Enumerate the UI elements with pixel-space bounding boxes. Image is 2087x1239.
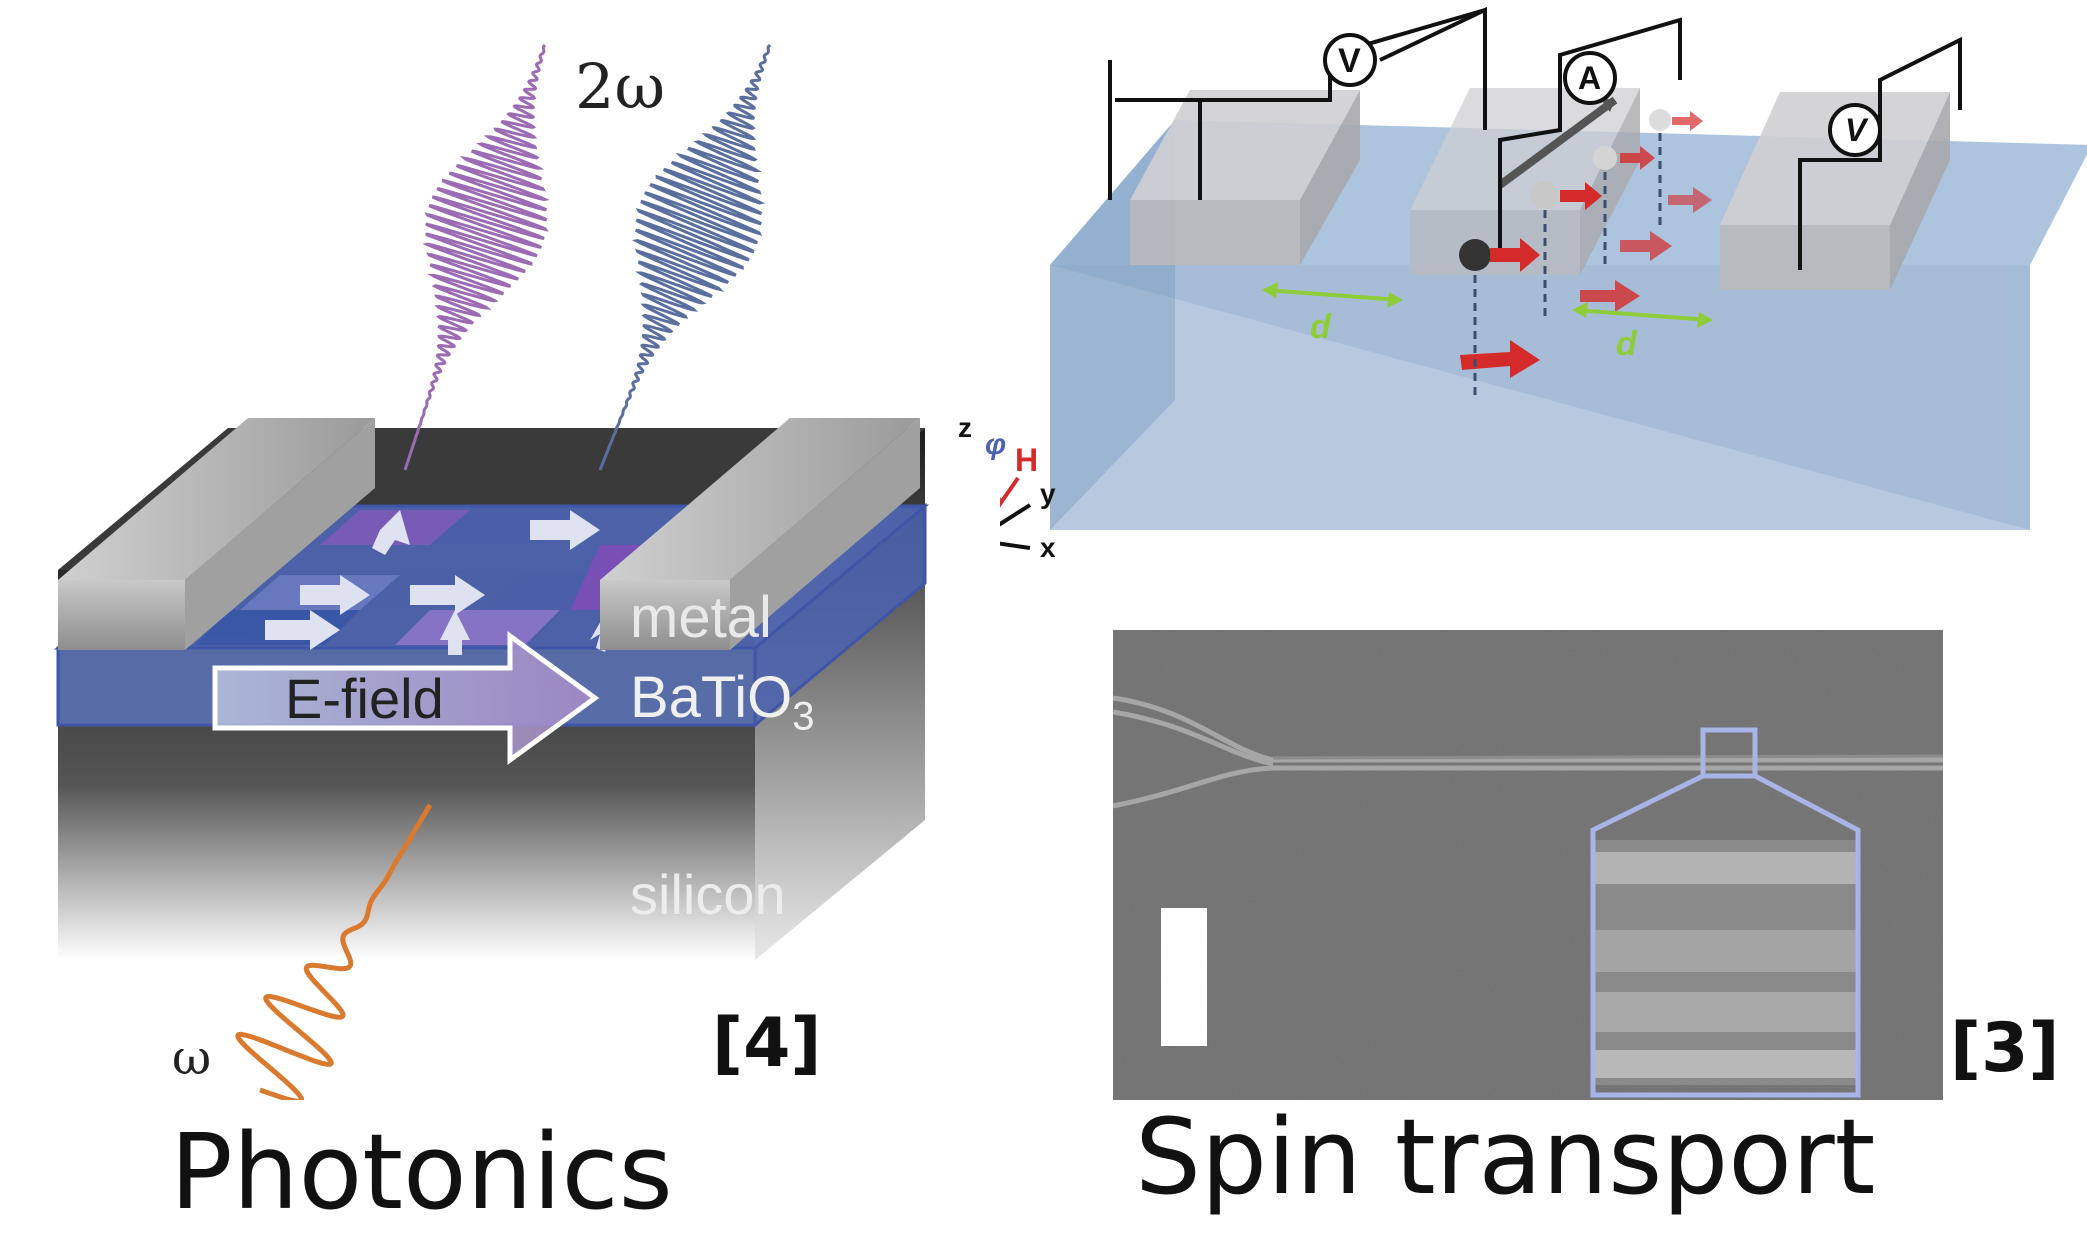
distance-label-left: d bbox=[1310, 308, 1331, 346]
spin-particles bbox=[1459, 109, 1671, 271]
voltmeter-left-label: V bbox=[1338, 42, 1361, 80]
voltmeter-right-label: V bbox=[1845, 112, 1867, 148]
label-batio3-sub: 3 bbox=[792, 694, 815, 739]
wire-left-voltmeter bbox=[1198, 6, 1487, 200]
device-stripes bbox=[1593, 840, 1858, 1085]
caption-photonics: Photonics bbox=[170, 1111, 673, 1233]
metal-electrode-right bbox=[600, 418, 920, 650]
voltmeter-left bbox=[1323, 33, 1377, 87]
purple-beam-2w bbox=[403, 43, 550, 471]
efield-arrow bbox=[212, 631, 600, 765]
photonics-diagram bbox=[53, 43, 930, 1100]
distance-markers bbox=[1264, 288, 1711, 322]
reference-spin: [3] bbox=[1950, 1009, 2060, 1088]
metal-electrode-left bbox=[58, 418, 375, 650]
ammeter-label: A bbox=[1578, 60, 1602, 96]
voltmeter-right bbox=[1828, 103, 1882, 157]
blue-beam-2w bbox=[598, 43, 772, 471]
scale-bar bbox=[1161, 908, 1207, 1046]
axis-phi-label: φ bbox=[985, 428, 1007, 461]
spin-transport-schematic bbox=[1000, 6, 2087, 550]
electrode-left bbox=[1130, 90, 1360, 265]
distance-label-right: d bbox=[1616, 325, 1637, 363]
projection-lines bbox=[1473, 133, 1662, 395]
electrode-middle bbox=[1410, 88, 1640, 275]
axis-x-label: x bbox=[1040, 532, 1056, 563]
domain-pattern bbox=[195, 510, 700, 655]
label-w: ω bbox=[172, 1030, 212, 1086]
sem-micrograph bbox=[1113, 630, 1943, 1100]
spin-arrows bbox=[1460, 111, 1712, 378]
ammeter bbox=[1563, 51, 1617, 105]
current-arrow bbox=[1497, 96, 1618, 189]
label-silicon: silicon bbox=[630, 863, 786, 926]
orange-beam-w bbox=[235, 803, 433, 1100]
label-metal: metal bbox=[630, 585, 772, 650]
label-2w: 2ω bbox=[575, 50, 666, 123]
label-batio3-main: BaTiO bbox=[630, 665, 793, 730]
zoom-outline bbox=[1590, 727, 1861, 1098]
nanowires bbox=[1113, 695, 1943, 809]
label-efield: E-field bbox=[285, 667, 444, 730]
distance-marker-heads bbox=[1262, 282, 1713, 328]
caption-spin: Spin transport bbox=[1135, 1096, 1876, 1218]
axis-z-label: z bbox=[958, 412, 972, 443]
axis-h-label: H bbox=[1015, 442, 1039, 478]
label-batio3: BaTiO3 bbox=[630, 664, 814, 740]
axis-y-label: y bbox=[1040, 478, 1056, 509]
coordinate-axes bbox=[1000, 476, 1032, 550]
reference-photonics: [4] bbox=[712, 1004, 822, 1083]
